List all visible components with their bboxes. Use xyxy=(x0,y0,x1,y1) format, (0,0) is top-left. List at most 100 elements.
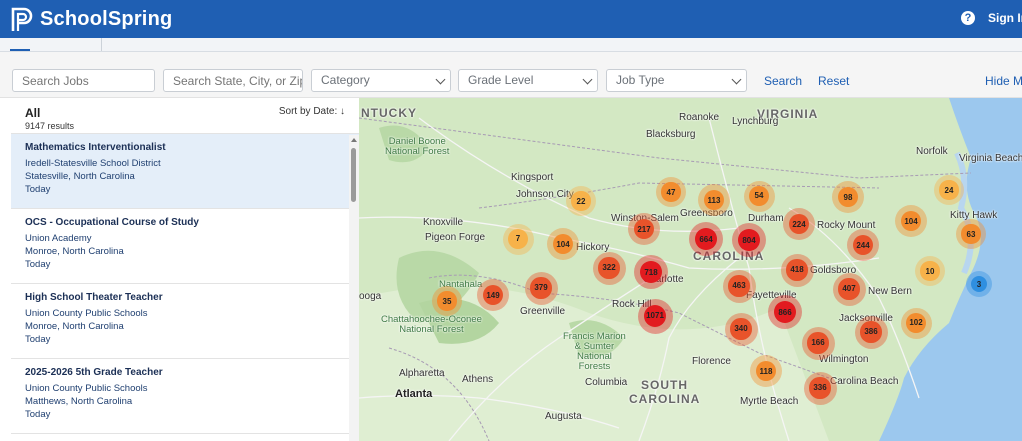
job-cluster-marker[interactable]: 102 xyxy=(900,307,932,339)
map-label: Roanoke xyxy=(679,112,720,123)
sign-in-link[interactable]: Sign In xyxy=(988,11,1022,25)
scroll-up-arrow-icon[interactable] xyxy=(351,138,357,142)
job-list-item[interactable]: Mathematics Interventionalist Iredell-Sta… xyxy=(11,134,359,209)
job-list-item[interactable]: OCS - Occupational Course of Study Union … xyxy=(11,209,359,284)
job-location: Statesville, North Carolina xyxy=(25,171,135,182)
map-label: Winston-Salem xyxy=(611,213,679,224)
job-cluster-marker[interactable]: 22 xyxy=(566,186,596,216)
job-cluster-marker[interactable]: 63 xyxy=(956,219,986,249)
job-cluster-marker[interactable]: 118 xyxy=(750,355,782,387)
schoolspring-logo[interactable]: SchoolSpring xyxy=(10,6,172,32)
job-cluster-marker[interactable]: 1071 xyxy=(637,298,673,334)
map-label: Kitty Hawk xyxy=(950,210,998,221)
job-cluster-marker[interactable]: 166 xyxy=(801,326,835,360)
reset-button[interactable]: Reset xyxy=(818,74,850,88)
list-scrollbar[interactable] xyxy=(349,135,359,441)
job-list-item[interactable]: 2025-2026 5th Grade Teacher Union County … xyxy=(11,359,359,434)
jobs-map[interactable]: NTUCKY VIRGINIA CAROLINA SOUTH CAROLINA … xyxy=(359,98,1022,441)
job-cluster-marker[interactable]: 104 xyxy=(547,228,579,260)
sort-by-date-button[interactable]: Sort by Date: ↓ xyxy=(278,106,345,117)
job-cluster-marker[interactable]: 804 xyxy=(732,223,766,257)
all-label: All xyxy=(25,106,41,120)
grade-level-select[interactable]: Grade Level xyxy=(458,69,598,92)
job-cluster-marker[interactable]: 379 xyxy=(524,271,558,305)
cluster-count: 386 xyxy=(860,321,882,343)
map-label: Charlotte xyxy=(643,274,684,285)
map-label: Pigeon Forge xyxy=(425,232,486,243)
job-cluster-marker[interactable]: 35 xyxy=(432,286,462,316)
cluster-count: 463 xyxy=(728,275,750,297)
cluster-count: 418 xyxy=(786,259,808,281)
tab-jobs[interactable] xyxy=(10,38,30,51)
job-title[interactable]: OCS - Occupational Course of Study xyxy=(25,217,199,228)
job-cluster-marker[interactable]: 322 xyxy=(592,251,626,285)
job-cluster-marker[interactable]: 340 xyxy=(724,312,758,346)
job-cluster-marker[interactable]: 718 xyxy=(634,255,668,289)
job-cluster-marker[interactable]: 386 xyxy=(854,315,888,349)
filter-bar: Category Grade Level Job Type Search Res… xyxy=(0,52,1022,98)
job-location: Matthews, North Carolina xyxy=(25,396,133,407)
map-label: VIRGINIA xyxy=(757,107,819,121)
job-title[interactable]: 2025-2026 5th Grade Teacher xyxy=(25,367,163,378)
job-cluster-marker[interactable]: 149 xyxy=(477,279,509,311)
map-label: Francis Marion & Sumter National Forests xyxy=(563,331,626,372)
job-cluster-marker[interactable]: 104 xyxy=(895,205,927,237)
cluster-count: 244 xyxy=(852,234,874,256)
cluster-count: 224 xyxy=(788,213,810,235)
cluster-count: 166 xyxy=(807,332,829,354)
cluster-count: 54 xyxy=(749,186,769,206)
job-cluster-marker[interactable]: 7 xyxy=(502,223,534,255)
map-label: Rock Hill xyxy=(612,299,652,310)
map-label: CAROLINA xyxy=(693,249,765,263)
cluster-count: 866 xyxy=(774,301,796,323)
job-cluster-marker[interactable]: 54 xyxy=(743,180,775,212)
job-cluster-marker[interactable]: 664 xyxy=(689,222,723,256)
job-cluster-marker[interactable]: 224 xyxy=(783,208,815,240)
chevron-down-icon xyxy=(582,74,593,85)
map-label: Virginia Beach xyxy=(959,153,1022,164)
cluster-count: 102 xyxy=(906,313,926,333)
category-select[interactable]: Category xyxy=(311,69,451,92)
cluster-count: 104 xyxy=(900,210,922,232)
location-search-input[interactable] xyxy=(163,69,303,92)
job-cluster-marker[interactable]: 866 xyxy=(768,295,802,329)
job-cluster-marker[interactable]: 113 xyxy=(698,184,730,216)
job-cluster-marker[interactable]: 98 xyxy=(832,181,864,213)
search-jobs-input[interactable] xyxy=(12,69,155,92)
map-label: New Bern xyxy=(868,286,912,297)
job-cluster-marker[interactable]: 463 xyxy=(722,269,756,303)
job-employer: Union County Public Schools xyxy=(25,308,148,319)
map-label: Alpharetta xyxy=(399,368,445,379)
map-label: Chattahoochee-Oconee National Forest xyxy=(381,314,482,335)
job-cluster-marker[interactable]: 3 xyxy=(966,271,992,297)
job-cluster-marker[interactable]: 10 xyxy=(915,256,945,286)
question-circle-icon[interactable]: ? xyxy=(961,11,975,25)
job-cluster-marker[interactable]: 244 xyxy=(847,229,879,261)
job-cluster-marker[interactable]: 47 xyxy=(656,177,686,207)
schoolspring-logo-icon xyxy=(11,7,33,31)
job-cluster-marker[interactable]: 407 xyxy=(832,272,866,306)
job-title[interactable]: High School Theater Teacher xyxy=(25,292,163,303)
map-label: Augusta xyxy=(545,411,582,422)
map-label: Columbia xyxy=(585,377,628,388)
chevron-down-icon xyxy=(731,74,742,85)
job-list-item[interactable]: High School Theater Teacher Union County … xyxy=(11,284,359,359)
cluster-count: 98 xyxy=(837,186,859,208)
job-title[interactable]: Mathematics Interventionalist xyxy=(25,142,166,153)
search-button[interactable]: Search xyxy=(764,74,803,88)
hide-map-button[interactable]: Hide Ma xyxy=(985,74,1022,88)
job-cluster-marker[interactable]: 24 xyxy=(934,175,964,205)
job-cluster-marker[interactable]: 418 xyxy=(780,253,814,287)
map-label: Blacksburg xyxy=(646,129,696,140)
list-scrollbar-thumb[interactable] xyxy=(351,148,356,202)
job-cluster-marker[interactable]: 336 xyxy=(803,371,837,405)
job-posted-date: Today xyxy=(25,259,51,270)
map-label: Johnson City xyxy=(516,189,574,200)
tab-second[interactable] xyxy=(32,38,102,51)
job-cluster-marker[interactable]: 217 xyxy=(628,213,660,245)
job-type-select[interactable]: Job Type xyxy=(606,69,747,92)
job-results-list: All 9147 results Sort by Date: ↓ Mathema… xyxy=(11,98,359,441)
map-label: Lynchburg xyxy=(732,116,779,127)
map-label: Norfolk xyxy=(916,146,948,157)
logo-text: SchoolSpring xyxy=(40,7,173,30)
